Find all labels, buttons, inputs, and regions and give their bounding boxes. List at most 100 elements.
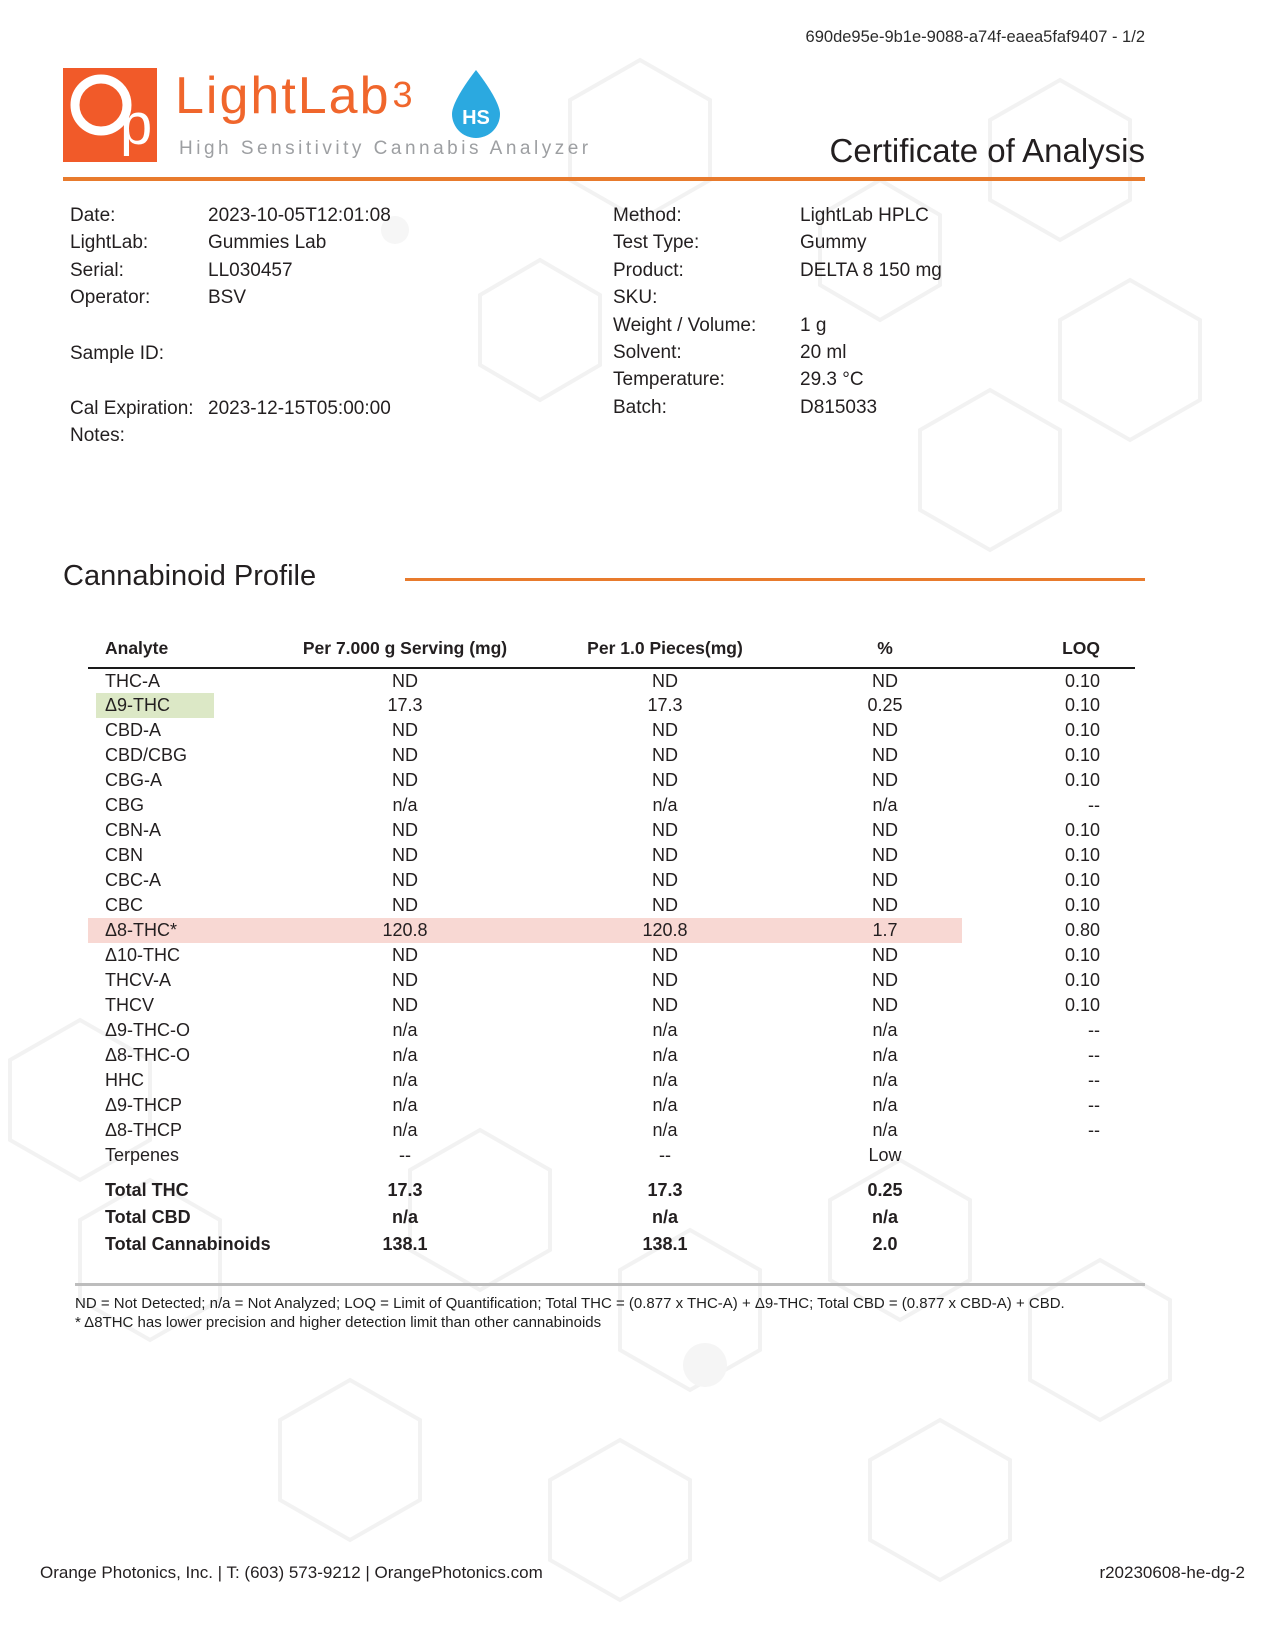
total-value-cell (962, 1177, 1135, 1204)
brand-version: 3 (392, 74, 413, 115)
info-value: Gummies Lab (208, 232, 327, 254)
info-row: Weight / Volume: 1 g (613, 312, 1153, 339)
info-label: Test Type: (613, 232, 700, 254)
total-value-cell: 2.0 (872, 1234, 898, 1254)
value-cell: ND (392, 745, 418, 765)
value-cell: -- (1088, 1070, 1100, 1090)
info-value: Gummy (800, 232, 867, 254)
document-id: 690de95e-9b1e-9088-a74f-eaea5faf9407 - 1… (805, 28, 1145, 46)
totals-row: Total Cannabinoids 138.1 138.1 2.0 (88, 1231, 1135, 1258)
value-cell: -- (1088, 1120, 1100, 1140)
value-cell: n/a (652, 1020, 678, 1040)
table-row: THC-A ND ND ND 0.10 (88, 668, 1135, 693)
info-label: Date: (70, 205, 116, 226)
info-label: Serial: (70, 259, 124, 281)
totals-row: Total CBD n/a n/a n/a (88, 1204, 1135, 1231)
hs-badge-text: HS (462, 107, 490, 129)
hs-droplet-icon: HS (445, 68, 507, 140)
lightlab-logo: p LightLab3 HS High Sensitivity Cannabis… (63, 66, 683, 166)
value-cell: ND (392, 770, 418, 790)
column-header: % (808, 638, 962, 669)
table-row: CBN-A ND ND ND 0.10 (88, 818, 1135, 843)
footnotes: ND = Not Detected; n/a = Not Analyzed; L… (75, 1294, 1155, 1332)
value-cell: -- (1088, 1095, 1100, 1115)
table-row: Δ9-THC-O n/a n/a n/a -- (88, 1018, 1135, 1043)
value-cell: 0.10 (1064, 970, 1100, 990)
value-cell: ND (392, 820, 418, 840)
green-highlight: Δ9-THC (96, 693, 214, 718)
value-cell: n/a (872, 1070, 898, 1090)
value-cell: ND (872, 820, 898, 840)
value-cell: ND (652, 970, 678, 990)
info-value: 2023-12-15T05:00:00 (208, 398, 391, 420)
value-cell: n/a (392, 795, 418, 815)
analyte-cell: THCV-A (105, 970, 172, 990)
value-cell: n/a (652, 795, 678, 815)
info-row: Test Type: Gummy (613, 229, 1153, 256)
value-cell: ND (392, 945, 418, 965)
value-cell: 1.7 (808, 918, 962, 943)
analyte-cell: CBD/CBG (105, 745, 188, 765)
analyte-cell: Terpenes (105, 1145, 180, 1165)
total-value-cell: 0.25 (867, 1180, 903, 1200)
info-label: Notes: (70, 425, 125, 447)
analyte-cell: HHC (105, 1070, 144, 1090)
value-cell: ND (652, 770, 678, 790)
value-cell: n/a (872, 1120, 898, 1140)
total-value-cell (962, 1204, 1135, 1231)
value-cell: ND (392, 895, 418, 915)
value-cell: n/a (872, 1020, 898, 1040)
value-cell: n/a (392, 1020, 418, 1040)
total-value-cell: 138.1 (382, 1234, 428, 1254)
value-cell: ND (392, 970, 418, 990)
sample-info-right: Method: LightLab HPLC Test Type: Gummy Produ… (613, 202, 1153, 421)
table-row: CBN ND ND ND 0.10 (88, 843, 1135, 868)
value-cell: ND (872, 895, 898, 915)
value-cell: 0.10 (1064, 820, 1100, 840)
value-cell: n/a (872, 1095, 898, 1115)
analyte-cell: CBC-A (105, 870, 162, 890)
table-row: CBC-A ND ND ND 0.10 (88, 868, 1135, 893)
value-cell: ND (652, 995, 678, 1015)
total-value-cell: n/a (391, 1207, 418, 1227)
value-cell: ND (392, 870, 418, 890)
value-cell: ND (872, 720, 898, 740)
column-header: Per 1.0 Pieces(mg) (522, 638, 808, 669)
table-row: THCV-A ND ND ND 0.10 (88, 968, 1135, 993)
analyte-cell: CBD-A (105, 720, 162, 740)
column-header: LOQ (962, 638, 1135, 669)
info-label: Product: (613, 259, 684, 281)
table-bottom-divider (75, 1283, 1145, 1286)
total-value-cell: 17.3 (387, 1180, 423, 1200)
info-row: Temperature: 29.3 °C (613, 366, 1153, 393)
orange-photonics-logo-icon: p (63, 68, 157, 162)
total-value-cell: n/a (651, 1207, 678, 1227)
value-cell: n/a (392, 1120, 418, 1140)
value-cell: 0.10 (1064, 870, 1100, 890)
header-divider (63, 177, 1145, 181)
value-cell: n/a (652, 1120, 678, 1140)
info-label: Weight / Volume: (613, 314, 757, 336)
info-value: 1 g (800, 314, 827, 336)
total-value-cell: 138.1 (642, 1234, 688, 1254)
info-value: LightLab HPLC (800, 205, 929, 226)
value-cell: ND (392, 720, 418, 740)
value-cell: ND (872, 845, 898, 865)
footnote-line-1: ND = Not Detected; n/a = Not Analyzed; L… (75, 1295, 1065, 1312)
table-row: Δ8-THC* 120.8 120.8 1.7 0.80 (88, 918, 1135, 943)
value-cell: ND (652, 820, 678, 840)
value-cell: 17.3 (387, 695, 423, 715)
info-label: SKU: (613, 287, 658, 309)
info-value: 2023-10-05T12:01:08 (208, 205, 391, 226)
info-value: 20 ml (800, 342, 847, 364)
value-cell: ND (652, 895, 678, 915)
info-label: LightLab: (70, 232, 149, 254)
table-row: CBG-A ND ND ND 0.10 (88, 768, 1135, 793)
analyte-cell: CBN-A (105, 820, 162, 840)
total-label-cell: Total Cannabinoids (105, 1234, 271, 1254)
analyte-cell: CBN (105, 845, 144, 865)
svg-text:p: p (120, 92, 152, 157)
analyte-cell: Δ9-THC (88, 693, 288, 718)
info-row: Notes: (70, 422, 570, 449)
info-row: Solvent: 20 ml (613, 339, 1153, 366)
